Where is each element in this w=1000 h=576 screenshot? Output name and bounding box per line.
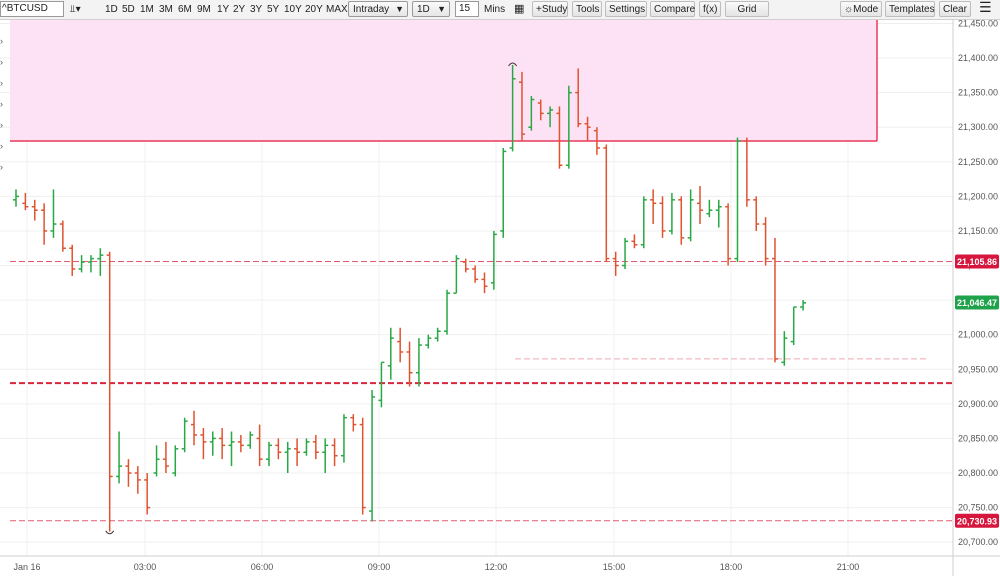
chevron-down-icon: ▼ [437,4,446,14]
y-tick-label: 21,450.00 [958,20,998,28]
y-tick-label: 20,750.00 [958,503,998,513]
zone-arrow-icon: › [0,120,3,130]
range-2y[interactable]: 2Y [233,4,246,15]
y-tick-label: 21,250.00 [958,157,998,167]
y-tick-label: 21,400.00 [958,53,998,63]
interval-type-value: Intraday [353,4,390,15]
compare-button[interactable]: Compare [650,1,695,17]
x-tick-label: 15:00 [603,562,626,572]
x-tick-label: 18:00 [720,562,743,572]
low-level-label-bg [955,513,999,528]
aggregation-unit: Mins [484,4,506,15]
zone-arrow-icon: › [0,162,3,172]
range-5d[interactable]: 5D [122,4,135,15]
range-10y[interactable]: 10Y [284,4,302,15]
period-select[interactable]: 1D ▼ [412,1,450,17]
zone-arrow-icon: › [0,99,3,109]
period-value: 1D [417,4,430,15]
swing-high-marker [508,62,518,67]
range-3y[interactable]: 3Y [250,4,263,15]
x-tick-label: Jan 16 [13,562,40,572]
study-button[interactable]: +Study [532,1,568,17]
fx-button[interactable]: f(x) [699,1,721,17]
y-tick-label: 21,000.00 [958,330,998,340]
clear-button[interactable]: Clear [939,1,971,17]
chevron-down-icon: ▼ [395,4,404,14]
x-tick-label: 03:00 [134,562,157,572]
y-tick-label: 21,350.00 [958,88,998,98]
range-5y[interactable]: 5Y [267,4,280,15]
symbol-input[interactable]: ^BTCUSD [0,1,64,17]
y-tick-label: 20,800.00 [958,468,998,478]
x-tick-label: 09:00 [368,562,391,572]
y-tick-label: 20,950.00 [958,364,998,374]
zone-arrow-icon: › [0,57,3,67]
supply-zone [10,20,877,142]
settings-button[interactable]: Settings [605,1,647,17]
high-level-label: 21,105.86 [957,257,997,267]
last-price-label: 21,046.47 [957,298,997,308]
price-chart[interactable]: › › › › › › › 21,450.00 21,400.00 21,350.00 21,300… [0,20,1000,576]
y-tick-label: 20,850.00 [958,433,998,443]
sun-icon: ☼ [844,4,854,15]
range-6m[interactable]: 6M [178,4,192,15]
zone-arrow-icon: › [0,78,3,88]
tools-button[interactable]: Tools [572,1,602,17]
last-price-label-bg [955,295,999,310]
y-tick-label: 21,150.00 [958,226,998,236]
x-tick-label: 12:00 [485,562,508,572]
range-1d[interactable]: 1D [105,4,118,15]
x-tick-label: 21:00 [837,562,860,572]
swing-low-marker [105,530,115,535]
interval-type-select[interactable]: Intraday ▼ [348,1,408,17]
x-tick-label: 06:00 [251,562,274,572]
aggregation-input[interactable]: 15 [455,1,479,17]
range-9m[interactable]: 9M [197,4,211,15]
high-level-label-bg [955,254,999,269]
zone-arrow-icon: › [0,141,3,151]
calendar-icon[interactable]: ▦ [514,3,525,15]
grid-button[interactable]: Grid [725,1,769,17]
y-tick-label: 20,700.00 [958,537,998,547]
zone-arrow-icon: › [0,36,3,46]
range-20y[interactable]: 20Y [305,4,323,15]
hamburger-menu-icon[interactable]: ☰ [979,0,992,15]
templates-button[interactable]: Templates [885,1,935,17]
y-tick-label: 21,300.00 [958,122,998,132]
low-level-label: 20,730.93 [957,516,997,526]
chart-type-icon[interactable]: ⫫▾ [70,4,81,15]
range-1m[interactable]: 1M [140,4,154,15]
mode-label: Mode [853,4,879,15]
y-tick-label: 20,900.00 [958,399,998,409]
mode-button[interactable]: ☼Mode [840,1,882,17]
chart-toolbar: ^BTCUSD ⫫▾ 1D 5D 1M 3M 6M 9M 1Y 2Y 3Y 5Y 10Y 20Y MAX… [0,0,1000,20]
range-1y[interactable]: 1Y [217,4,230,15]
y-tick-label: 21,200.00 [958,191,998,201]
range-max[interactable]: MAX [326,4,348,15]
range-3m[interactable]: 3M [159,4,173,15]
